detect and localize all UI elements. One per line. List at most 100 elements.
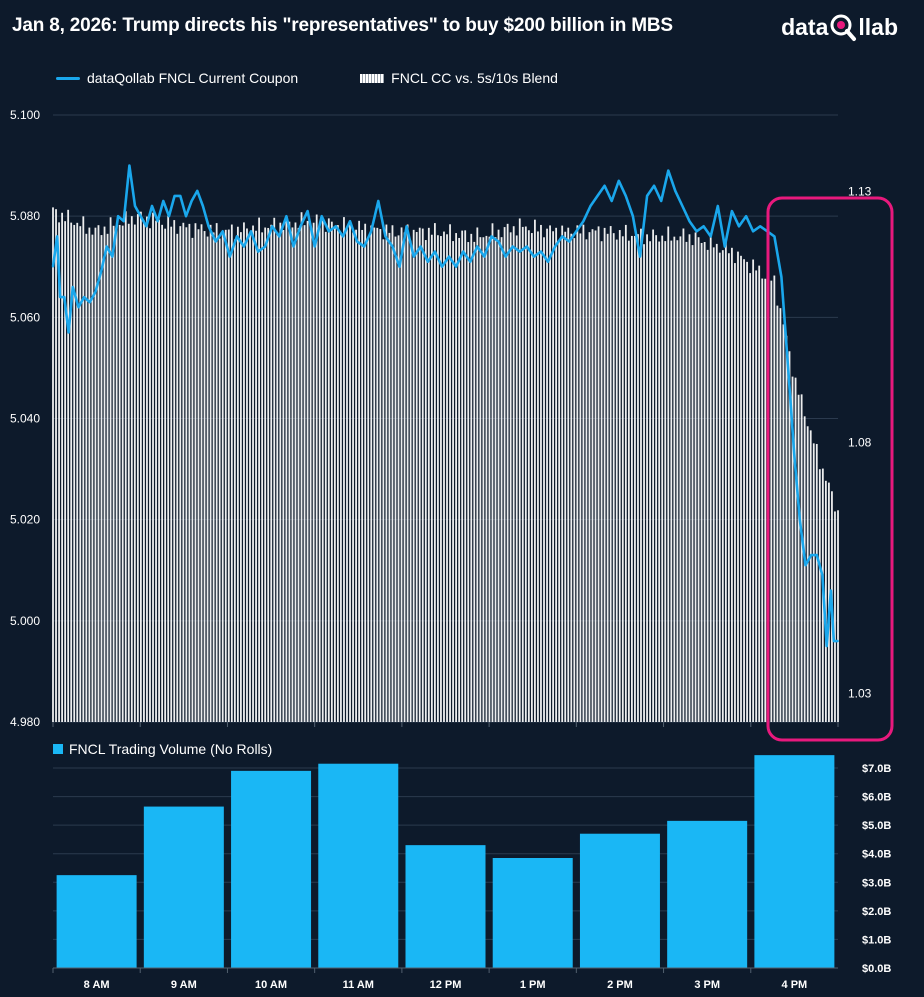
current-coupon-point [554, 245, 557, 248]
current-coupon-point [391, 245, 394, 248]
volume-y-tick-label: $1.0B [862, 934, 891, 946]
blend-bar [746, 261, 748, 722]
blend-bar [555, 227, 558, 723]
blend-bar [127, 223, 130, 723]
current-coupon-point [518, 250, 521, 253]
blend-bar [661, 235, 664, 722]
blend-bar [61, 212, 63, 722]
blend-bar [749, 273, 752, 722]
current-coupon-point [596, 195, 599, 197]
blend-bar [558, 240, 561, 722]
current-coupon-point [278, 235, 281, 238]
blend-bar [437, 235, 439, 722]
current-coupon-point [228, 255, 231, 258]
blend-bar [461, 230, 464, 722]
blend-bar [797, 394, 800, 722]
blend-bar [124, 211, 127, 723]
current-coupon-point [342, 235, 344, 238]
current-coupon-point [738, 225, 740, 228]
blend-bar [621, 236, 624, 722]
current-coupon-point [830, 589, 832, 592]
volume-legend[interactable]: FNCL Trading Volume (No Rolls) [53, 741, 272, 757]
current-coupon-point [185, 215, 187, 218]
blend-bar [740, 255, 742, 722]
current-coupon-point [67, 331, 70, 334]
blend-bar [482, 237, 485, 723]
blend-bar [315, 214, 318, 723]
legend-item-blend[interactable]: FNCL CC vs. 5s/10s Blend [360, 70, 558, 86]
blend-bar [424, 240, 427, 722]
current-coupon-point [363, 245, 366, 248]
blend-bar [176, 233, 179, 723]
legend-item-current-coupon[interactable]: dataQollab FNCL Current Coupon [56, 70, 298, 86]
current-coupon-point [462, 250, 465, 253]
blend-bar [679, 236, 682, 723]
blend-bar [643, 244, 645, 722]
blend-bar [252, 225, 254, 722]
blend-bar [303, 225, 306, 722]
blend-bar [67, 209, 70, 722]
blend-bar [770, 280, 773, 722]
y-tick-label: 5.020 [10, 513, 40, 527]
blend-bar [233, 239, 236, 723]
current-coupon-point [139, 215, 142, 218]
blend-bar [291, 227, 294, 722]
current-coupon-point [825, 645, 828, 648]
blend-bar [837, 510, 839, 722]
blend-bar [764, 278, 767, 722]
blend-bar [364, 223, 367, 722]
volume-x-tick-label: 2 PM [607, 979, 633, 991]
blend-bar [473, 241, 476, 722]
current-coupon-point [773, 235, 776, 238]
blend-bar [615, 239, 618, 723]
current-coupon-point [798, 518, 801, 521]
blend-bar [782, 324, 785, 722]
current-coupon-point [257, 250, 259, 253]
blend-bar [273, 217, 276, 722]
blend-bar [85, 233, 88, 722]
blend-bar [91, 234, 94, 723]
blend-bar [727, 253, 730, 722]
blend-bar [612, 233, 615, 722]
blend-bar [73, 224, 76, 722]
volume-y-tick-label: $0.0B [862, 963, 891, 975]
volume-bar [231, 770, 312, 968]
current-coupon-point [433, 250, 436, 253]
blend-bar [485, 235, 488, 722]
current-coupon-point [162, 200, 165, 202]
current-coupon-point [752, 230, 755, 233]
blend-bar [552, 231, 554, 723]
blend-bar [818, 469, 821, 722]
current-coupon-point [52, 265, 54, 268]
current-coupon-point [327, 230, 330, 233]
current-coupon-point [632, 215, 634, 218]
current-coupon-point [128, 164, 131, 167]
blend-bar [255, 230, 257, 722]
blend-bar [670, 240, 673, 722]
current-coupon-point [377, 200, 380, 202]
blend-bar [367, 238, 370, 722]
blend-bar [279, 222, 282, 722]
blend-bar [667, 226, 670, 722]
blend-bar [246, 228, 248, 722]
blend-bar [264, 227, 267, 722]
blend-bar [218, 238, 221, 723]
current-coupon-point [497, 240, 500, 243]
current-coupon-point [100, 270, 102, 273]
blend-bar [588, 232, 591, 722]
current-coupon-point [624, 195, 627, 197]
volume-y-tick-label: $5.0B [862, 820, 891, 832]
blend-bar [349, 223, 351, 723]
current-coupon-point [88, 301, 91, 304]
blend-bar [103, 226, 106, 722]
current-coupon-series-line [51, 164, 838, 648]
legend-volume-swatch [53, 744, 63, 754]
blend-bar [185, 227, 188, 722]
blend-bar [288, 221, 291, 722]
blend-bar [200, 224, 203, 722]
blend-bar [170, 226, 173, 722]
blend-bar [427, 227, 430, 722]
blend-bar [618, 230, 621, 722]
blend-bar [655, 235, 658, 722]
current-coupon-point [745, 215, 747, 218]
